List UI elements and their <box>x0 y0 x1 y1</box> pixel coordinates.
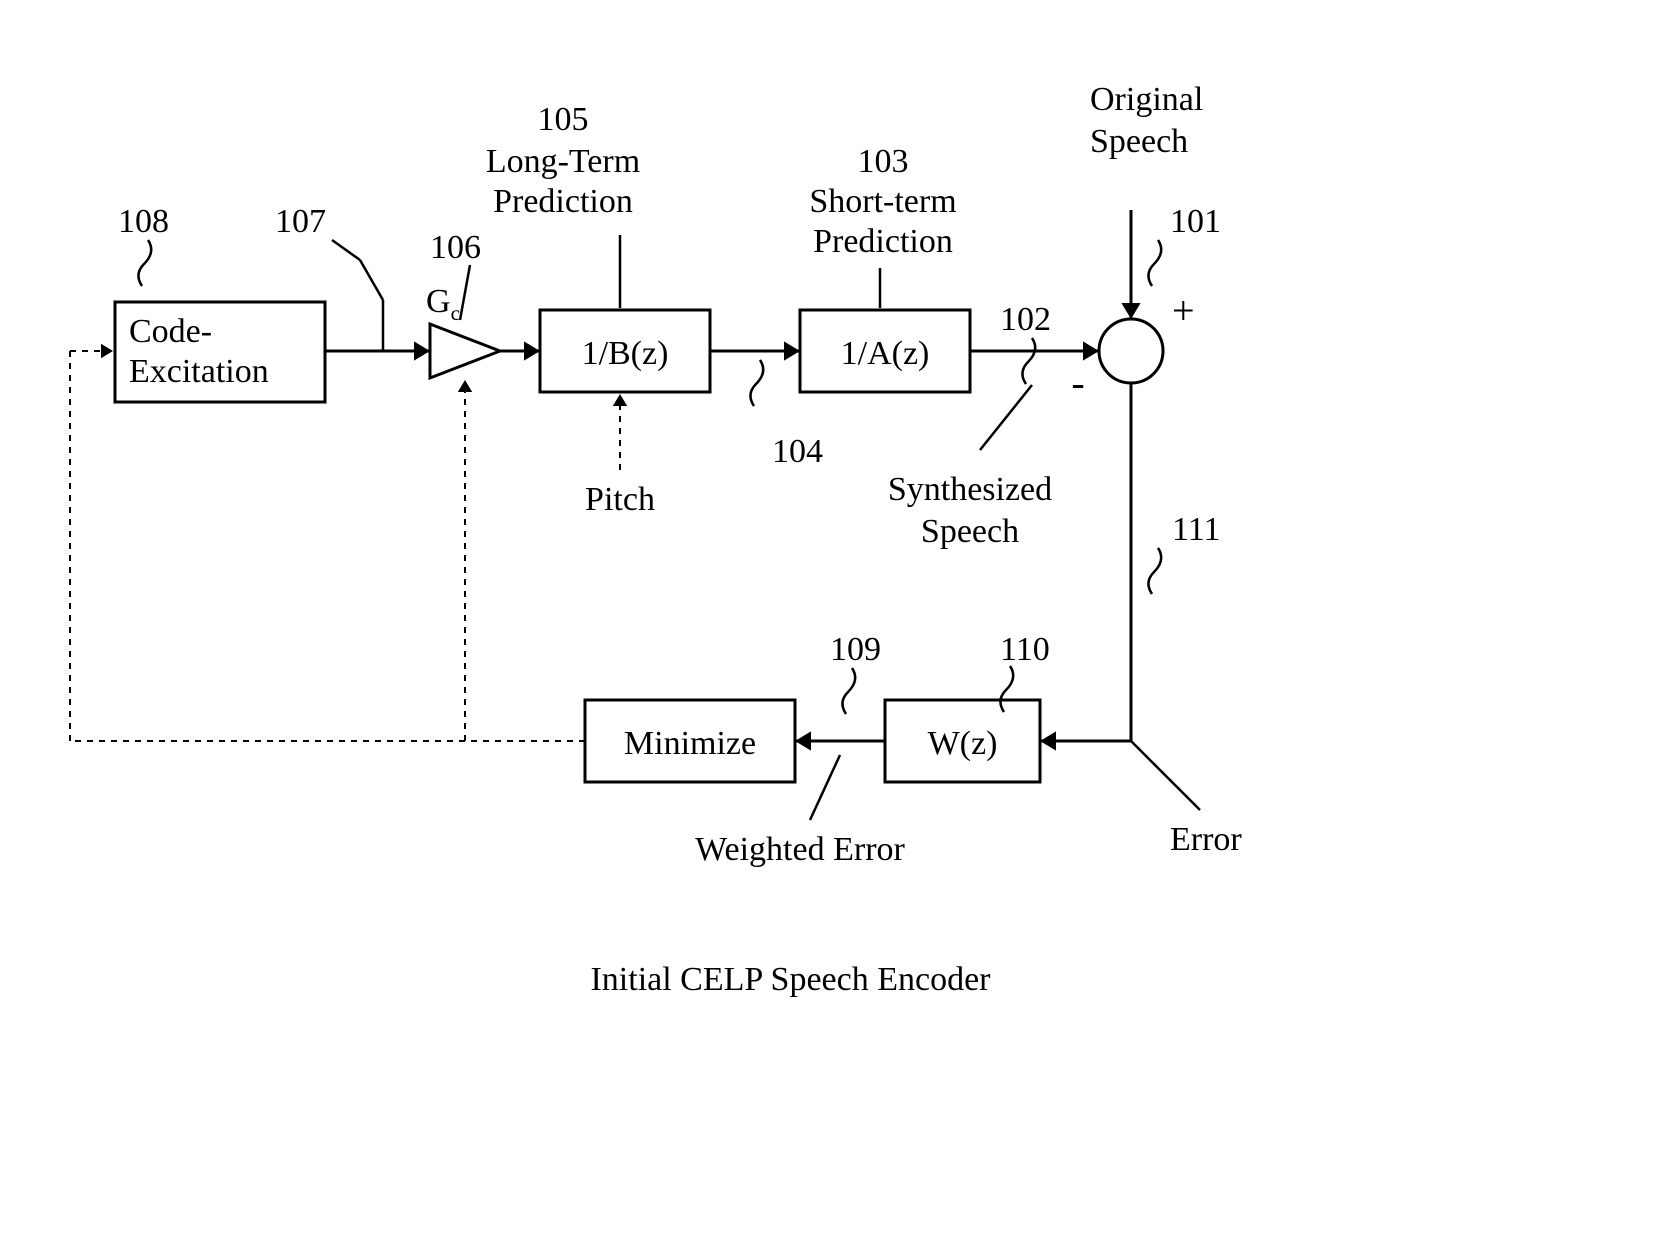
ref-105: 105 <box>538 101 589 138</box>
ref-110: 110 <box>1000 631 1050 668</box>
synth-speech-1: Synthesized <box>888 471 1052 508</box>
diagram-title: Initial CELP Speech Encoder <box>590 961 991 998</box>
ref-102: 102 <box>1000 301 1051 338</box>
synth-speech-2: Speech <box>921 513 1019 550</box>
ltp-transfer-label: 1/B(z) <box>582 335 669 372</box>
ref-103: 103 <box>858 143 909 180</box>
ref-104: 104 <box>772 433 823 470</box>
code-excitation-label-1: Code- <box>129 313 212 350</box>
orig-speech-2: Speech <box>1090 123 1188 160</box>
orig-speech-1: Original <box>1090 81 1203 118</box>
pitch-label: Pitch <box>585 481 655 518</box>
stp-annot-1: Short-term <box>809 183 956 220</box>
summing-junction <box>1099 319 1163 383</box>
summer-minus: - <box>1071 360 1084 405</box>
ref-108: 108 <box>118 203 169 240</box>
stp-annot-2: Prediction <box>813 223 953 260</box>
gain-label: Gc <box>426 283 460 325</box>
ref-109: 109 <box>830 631 881 668</box>
stp-transfer-label: 1/A(z) <box>841 335 930 372</box>
weighted-error-label: Weighted Error <box>695 831 905 868</box>
ltp-annot-1: Long-Term <box>486 143 640 180</box>
ltp-annot-2: Prediction <box>493 183 633 220</box>
error-label: Error <box>1170 821 1242 858</box>
wz-label: W(z) <box>928 725 998 762</box>
ref-106: 106 <box>430 229 481 266</box>
summer-plus: + <box>1172 288 1195 333</box>
gain-amplifier <box>430 324 500 378</box>
ref-107: 107 <box>275 203 326 240</box>
code-excitation-label-2: Excitation <box>129 353 269 390</box>
minimize-label: Minimize <box>624 725 756 762</box>
ref-101: 101 <box>1170 203 1221 240</box>
ref-111: 111 <box>1172 511 1220 548</box>
